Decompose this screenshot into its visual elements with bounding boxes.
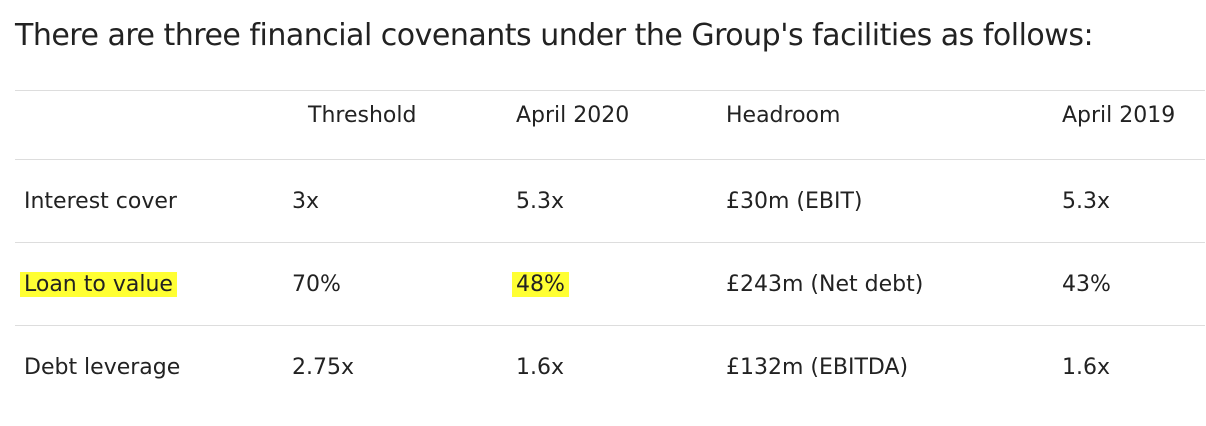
cell-text: Threshold xyxy=(308,103,417,128)
table-cell: Interest cover xyxy=(15,159,292,243)
cell-text: £30m (EBIT) xyxy=(726,188,863,214)
table-body: Threshold April 2020 Headroom April 2019 Int… xyxy=(15,90,1205,408)
highlighted-text: 48% xyxy=(512,271,569,297)
table-cell: April 2020 xyxy=(516,90,726,160)
table-cell: 5.3x xyxy=(1062,159,1205,243)
table-cell: April 2019 xyxy=(1062,90,1205,160)
cell-text: 5.3x xyxy=(1062,188,1111,214)
cell-text: £132m (EBITDA) xyxy=(726,354,909,380)
cell-text: April 2019 xyxy=(1062,103,1176,128)
cell-text: April 2020 xyxy=(516,103,630,128)
table-row: Threshold April 2020 Headroom April 2019 xyxy=(15,90,1205,160)
table-cell: £132m (EBITDA) xyxy=(726,325,1062,408)
cell-text: 1.6x xyxy=(1062,354,1111,380)
table-row: Interest cover 3x 5.3x £30m (EBIT) 5.3x xyxy=(15,159,1205,243)
table-cell: £30m (EBIT) xyxy=(726,159,1062,243)
cell-text: 1.6x xyxy=(516,354,565,380)
cell-text: 2.75x xyxy=(292,354,355,380)
table-cell: Threshold xyxy=(292,90,516,160)
table-cell: 70% xyxy=(292,242,516,326)
table-cell: Headroom xyxy=(726,90,1062,160)
table-cell: 1.6x xyxy=(1062,325,1205,408)
cell-text: 43% xyxy=(1062,271,1111,297)
covenant-table: Threshold April 2020 Headroom April 2019 Int… xyxy=(15,90,1205,408)
cell-text: 70% xyxy=(292,271,341,297)
table-cell: 43% xyxy=(1062,242,1205,326)
cell-text: 3x xyxy=(292,188,320,214)
cell-text: £243m (Net debt) xyxy=(726,271,924,297)
table-row: Debt leverage 2.75x 1.6x £132m (EBITDA) 1.6x xyxy=(15,325,1205,408)
highlighted-text: Loan to value xyxy=(20,271,177,297)
cell-text: Headroom xyxy=(726,103,841,128)
cell-text: Interest cover xyxy=(24,188,177,214)
table-cell: 1.6x xyxy=(516,325,726,408)
table-cell: Debt leverage xyxy=(15,325,292,408)
table-row: Loan to value 70% 48% £243m (Net debt) 43% xyxy=(15,242,1205,326)
table-cell: 2.75x xyxy=(292,325,516,408)
table-cell: 48% xyxy=(512,242,726,326)
heading: There are three financial covenants unde… xyxy=(15,18,1094,53)
table-cell xyxy=(15,90,292,160)
table-cell: Loan to value xyxy=(15,242,292,326)
table-cell: £243m (Net debt) xyxy=(726,242,1062,326)
table-cell: 5.3x xyxy=(516,159,726,243)
cell-text: Debt leverage xyxy=(24,354,181,380)
table-cell: 3x xyxy=(292,159,516,243)
cell-text: 5.3x xyxy=(516,188,565,214)
